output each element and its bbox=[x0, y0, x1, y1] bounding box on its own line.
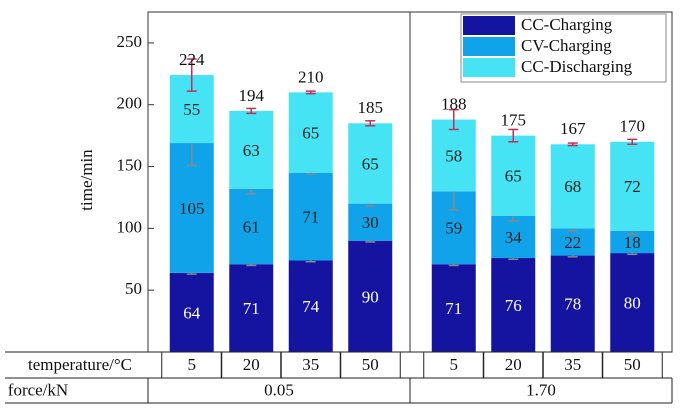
value-label: 71 bbox=[243, 299, 260, 318]
legend-swatch bbox=[463, 37, 515, 56]
value-label: 72 bbox=[624, 177, 641, 196]
row-label: force/kN bbox=[8, 380, 68, 399]
total-label: 210 bbox=[298, 67, 324, 86]
y-tick-label: 50 bbox=[125, 279, 142, 298]
bar-segment bbox=[491, 258, 536, 352]
legend-swatch bbox=[463, 58, 515, 77]
bar-segment bbox=[550, 228, 595, 256]
value-label: 55 bbox=[183, 100, 200, 119]
y-tick-label: 150 bbox=[117, 155, 143, 174]
bar-segment bbox=[491, 135, 536, 216]
bar-segment bbox=[229, 110, 274, 189]
value-label: 80 bbox=[624, 293, 641, 312]
value-label: 63 bbox=[243, 141, 260, 160]
bar-segment bbox=[431, 119, 476, 192]
y-axis-label: time/min bbox=[77, 149, 96, 211]
value-label: 68 bbox=[564, 177, 581, 196]
bar-segment bbox=[610, 230, 655, 254]
value-label: 61 bbox=[243, 217, 260, 236]
bar-segment bbox=[229, 188, 274, 265]
bar-segment bbox=[550, 255, 595, 352]
value-label: 71 bbox=[445, 299, 462, 318]
total-label: 185 bbox=[358, 98, 384, 117]
value-label: 22 bbox=[564, 233, 581, 252]
bar-segment bbox=[288, 260, 333, 352]
value-label: 59 bbox=[445, 219, 462, 238]
row-label: temperature/°C bbox=[28, 355, 132, 374]
value-label: 34 bbox=[505, 228, 523, 247]
value-label: 71 bbox=[302, 208, 319, 227]
bar-segment bbox=[610, 253, 655, 352]
value-label: 64 bbox=[183, 303, 201, 322]
y-tick-label: 100 bbox=[117, 217, 143, 236]
legend-label: CC-Charging bbox=[521, 15, 613, 34]
temperature-label: 5 bbox=[450, 355, 459, 374]
bar-segment bbox=[229, 264, 274, 352]
value-label: 105 bbox=[179, 199, 205, 218]
temperature-label: 35 bbox=[302, 355, 319, 374]
legend-label: CV-Charging bbox=[521, 36, 612, 55]
bar-segment bbox=[348, 240, 393, 352]
value-label: 65 bbox=[302, 123, 319, 142]
total-label: 188 bbox=[441, 94, 467, 113]
force-label: 1.70 bbox=[526, 380, 556, 399]
bar-segment bbox=[610, 141, 655, 231]
temperature-label: 20 bbox=[505, 355, 522, 374]
total-label: 167 bbox=[560, 119, 586, 138]
bar-segment bbox=[491, 216, 536, 259]
value-label: 65 bbox=[505, 167, 522, 186]
force-label: 0.05 bbox=[264, 380, 294, 399]
total-label: 175 bbox=[501, 111, 527, 130]
total-label: 224 bbox=[179, 50, 205, 69]
bar-segment bbox=[550, 144, 595, 229]
value-label: 30 bbox=[362, 213, 379, 232]
legend-label: CC-Discharging bbox=[521, 57, 633, 76]
value-label: 78 bbox=[564, 295, 581, 314]
value-label: 76 bbox=[505, 296, 522, 315]
temperature-label: 35 bbox=[564, 355, 581, 374]
temperature-label: 5 bbox=[188, 355, 197, 374]
bar-segment bbox=[169, 272, 214, 352]
bar-segment bbox=[288, 92, 333, 173]
total-label: 194 bbox=[239, 86, 265, 105]
value-label: 18 bbox=[624, 233, 641, 252]
y-tick-label: 250 bbox=[117, 32, 143, 51]
y-tick-label: 200 bbox=[117, 94, 143, 113]
value-label: 74 bbox=[302, 297, 320, 316]
temperature-label: 20 bbox=[243, 355, 260, 374]
legend-swatch bbox=[463, 16, 515, 35]
value-label: 90 bbox=[362, 287, 379, 306]
bar-segment bbox=[348, 203, 393, 241]
bar-segment bbox=[288, 172, 333, 261]
total-label: 170 bbox=[620, 117, 646, 136]
value-label: 58 bbox=[445, 146, 462, 165]
bar-segment bbox=[431, 264, 476, 352]
value-label: 65 bbox=[362, 154, 379, 173]
temperature-label: 50 bbox=[624, 355, 641, 374]
bar-segment bbox=[348, 123, 393, 204]
temperature-label: 50 bbox=[362, 355, 379, 374]
